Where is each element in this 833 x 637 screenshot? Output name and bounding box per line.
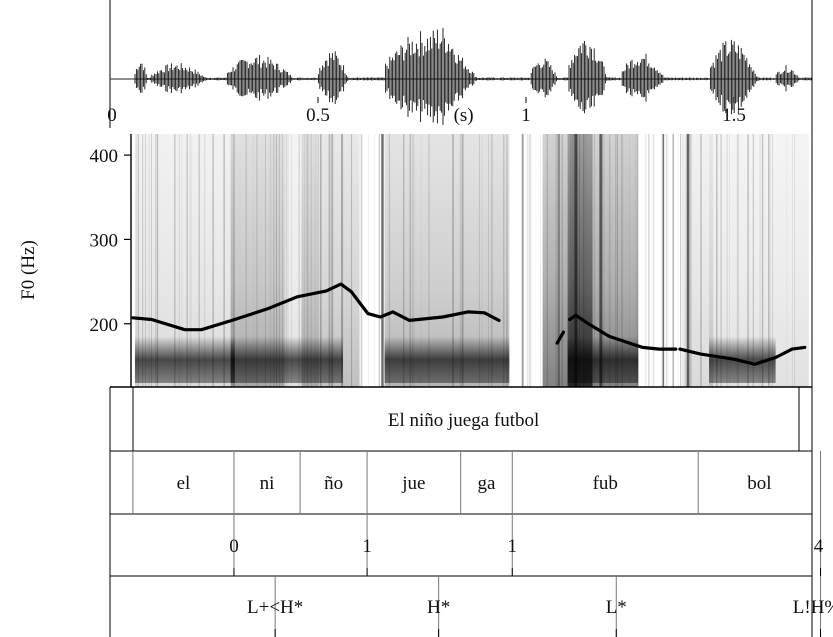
time-tick-label: 0.5 [306,105,330,126]
syllable-tier: el ni ño jue ga fub bol [132,451,822,514]
syllable-label: bol [747,473,771,494]
syllable-label: ni [260,473,275,494]
syllable-label: el [177,473,191,494]
syllable-label: jue [401,473,425,494]
tone-tier: L+<H* H* L* L!H% [247,576,833,637]
break-index-label: 1 [508,536,518,557]
spectrogram-panel: 400 300 200 F0 (Hz) [18,0,813,637]
time-tick-label: 1.5 [722,105,746,126]
annotation-tiers: El niño juega futbol el ni ño jue ga fub bol 0… [109,386,833,637]
sentence-label: El niño juega futbol [388,410,539,431]
waveform-trace [134,27,812,125]
spectrogram-low-band [384,336,510,383]
f0-contour-segment [568,313,678,351]
f0-contour-segment [678,345,807,366]
syllable-label: ga [478,473,497,494]
waveform-signal [110,27,812,125]
tone-label: H* [427,597,450,618]
break-index-label: 0 [229,536,239,557]
f0-axis: 400 300 200 [90,146,131,336]
break-index-label: 1 [362,536,372,557]
time-tick-label: 0 [107,105,117,126]
spectrogram-low-band [567,336,639,383]
tone-label: L* [606,597,627,618]
spectrogram-low-band [230,336,343,383]
spectrogram-image [134,134,809,387]
time-axis: 0 0.5 1 1.5 [107,97,746,126]
tone-label: L+<H* [247,597,303,618]
time-tick-label: 1 [521,105,531,126]
f0-tick-label: 400 [90,146,119,167]
time-unit-label: (s) [454,105,474,126]
break-index-tier: 0 1 1 4 [229,514,824,576]
f0-axis-label: F0 (Hz) [18,240,39,300]
f0-tick-label: 200 [90,315,119,336]
sentence-tier: El niño juega futbol [132,387,800,451]
f0-contour-segment [131,282,501,332]
f0-tick-label: 300 [90,230,119,251]
f0-contour-segment [555,330,566,345]
syllable-label: ño [324,473,343,494]
spectrogram-low-band [134,336,235,383]
waveform-panel: 0 0.5 1 1.5 (s) [107,0,813,128]
f0-contour [131,282,807,366]
break-index-label: 4 [814,536,824,557]
syllable-label: fub [593,473,618,494]
tone-label: L!H% [793,597,833,618]
